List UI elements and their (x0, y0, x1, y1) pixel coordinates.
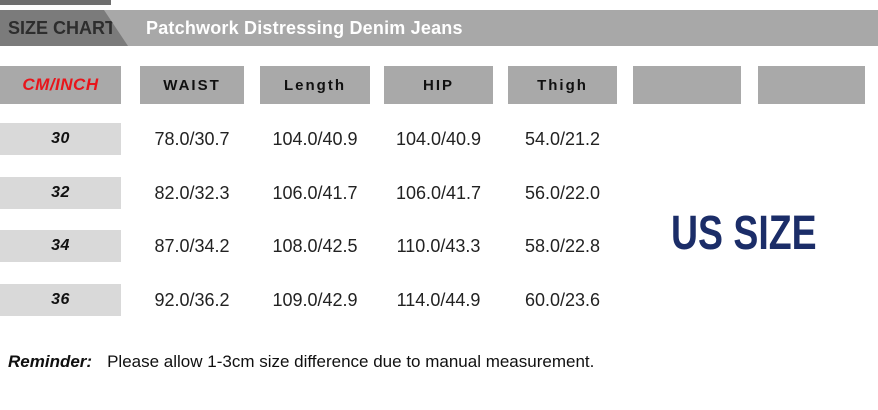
table-cell-waist: 92.0/36.2 (154, 289, 230, 310)
table-cell-thigh: 54.0/21.2 (524, 128, 601, 149)
table-cell-length: 104.0/40.9 (272, 128, 358, 149)
table-cell-length: 109.0/42.9 (272, 289, 358, 310)
column-header-empty-1 (633, 66, 741, 104)
size-chart-badge: SIZE CHART (0, 10, 128, 46)
table-cell-hip: 106.0/41.7 (395, 182, 482, 203)
table-cell-hip: 110.0/43.3 (396, 235, 481, 256)
column-header-hip: HIP (384, 66, 493, 104)
row-label-size-34: 34 (0, 230, 121, 262)
row-label-size-30: 30 (0, 123, 121, 155)
size-chart-badge-label: SIZE CHART (8, 17, 116, 38)
row-label-size-32: 32 (0, 177, 121, 209)
reminder-label: Reminder: (8, 352, 93, 371)
table-cell-thigh: 58.0/22.8 (524, 235, 601, 256)
reminder-line: Reminder: Please allow 1-3cm size differ… (8, 352, 594, 372)
column-header-length: Length (260, 66, 370, 104)
column-header-thigh: Thigh (508, 66, 617, 104)
table-cell-waist: 78.0/30.7 (154, 128, 230, 149)
table-cell-thigh: 56.0/22.0 (524, 182, 601, 203)
reminder-text: Please allow 1-3cm size difference due t… (107, 352, 595, 371)
us-size-label: US SIZE (671, 207, 817, 260)
table-cell-hip: 114.0/44.9 (396, 289, 481, 310)
column-header-waist: WAIST (140, 66, 244, 104)
column-header-empty-2 (758, 66, 865, 104)
table-cell-waist: 87.0/34.2 (154, 235, 230, 256)
row-label-size-36: 36 (0, 284, 121, 316)
table-cell-waist: 82.0/32.3 (154, 182, 230, 203)
top-accent-strip (0, 0, 111, 5)
column-header-cm-inch: CM/INCH (0, 66, 121, 104)
product-title: Patchwork Distressing Denim Jeans (146, 17, 463, 38)
table-cell-hip: 104.0/40.9 (395, 128, 482, 149)
table-cell-length: 106.0/41.7 (272, 182, 358, 203)
table-cell-thigh: 60.0/23.6 (524, 289, 601, 310)
header-bar: SIZE CHART Patchwork Distressing Denim J… (0, 10, 878, 46)
table-cell-length: 108.0/42.5 (272, 235, 358, 256)
